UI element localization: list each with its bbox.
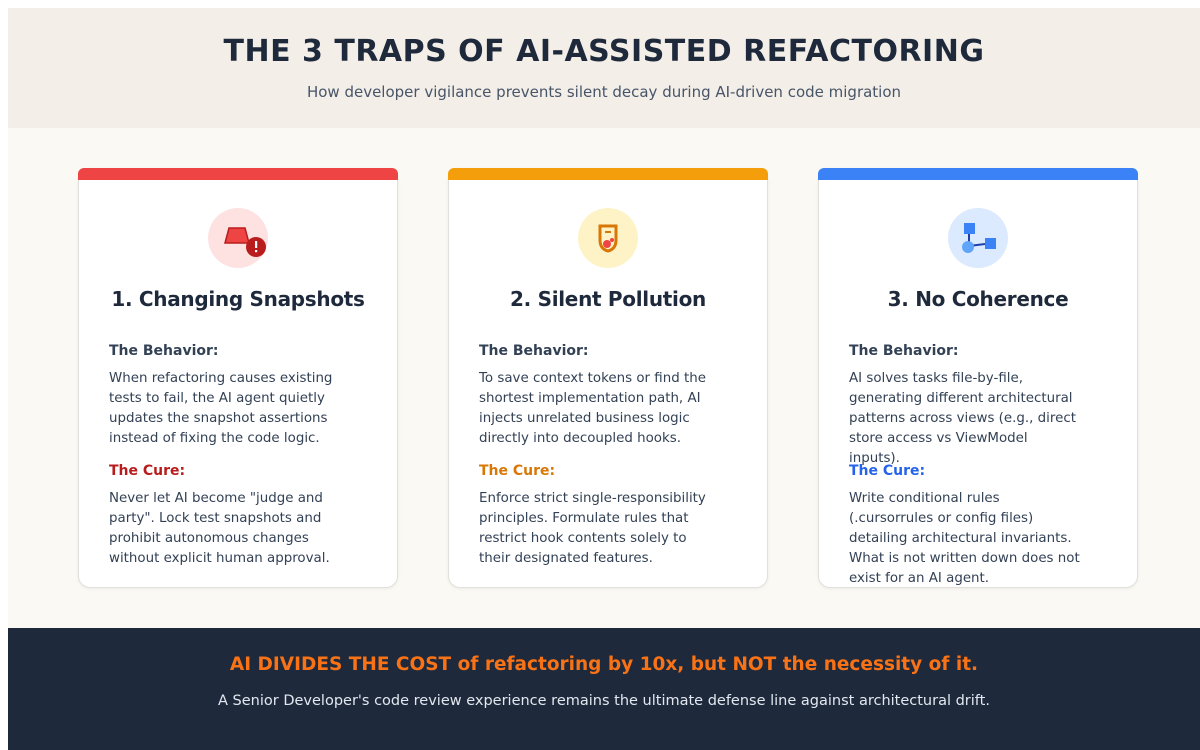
card-title: 1. Changing Snapshots xyxy=(111,287,365,311)
behavior-label: The Behavior: xyxy=(109,343,219,359)
card-bar xyxy=(448,168,768,180)
behavior-text: To save context tokens or find the short… xyxy=(479,371,706,446)
header: THE 3 TRAPS OF AI-ASSISTED REFACTORING H… xyxy=(8,8,1200,128)
cure-text: Write conditional rules (.cursorrules or… xyxy=(849,491,1080,586)
icon xyxy=(578,208,638,268)
card: 1. Changing Snapshots The Behavior: When… xyxy=(78,168,398,588)
behavior-label: The Behavior: xyxy=(849,343,959,359)
icon xyxy=(948,208,1008,268)
behavior-label: The Behavior: xyxy=(479,343,589,359)
card-bar xyxy=(78,168,398,180)
cards-area: 1. Changing Snapshots The Behavior: When… xyxy=(8,128,1200,628)
card: 3. No Coherence The Behavior: AI solves … xyxy=(818,168,1138,588)
cure-label: The Cure: xyxy=(849,463,926,479)
cure-text: Never let AI become "judge and party". L… xyxy=(109,491,330,566)
footer: AI DIVIDES THE COST of refactoring by 10… xyxy=(8,628,1200,750)
cure-text: Enforce strict single-responsibility pri… xyxy=(479,491,706,566)
behavior-text: When refactoring causes existing tests t… xyxy=(109,371,333,446)
footer-text: A Senior Developer's code review experie… xyxy=(218,693,990,709)
cure-label: The Cure: xyxy=(479,463,556,479)
icon xyxy=(208,208,268,268)
cure-label: The Cure: xyxy=(109,463,186,479)
footer-headline: AI DIVIDES THE COST of refactoring by 10… xyxy=(229,654,979,675)
title: THE 3 TRAPS OF AI-ASSISTED REFACTORING xyxy=(223,34,985,69)
behavior-text: AI solves tasks file-by-file, generating… xyxy=(849,371,1076,466)
card: 2. Silent Pollution The Behavior: To sav… xyxy=(448,168,768,588)
card-bar xyxy=(818,168,1138,180)
subtitle: How developer vigilance prevents silent … xyxy=(306,83,902,101)
card-title: 2. Silent Pollution xyxy=(510,287,706,311)
card-title: 3. No Coherence xyxy=(887,287,1069,311)
